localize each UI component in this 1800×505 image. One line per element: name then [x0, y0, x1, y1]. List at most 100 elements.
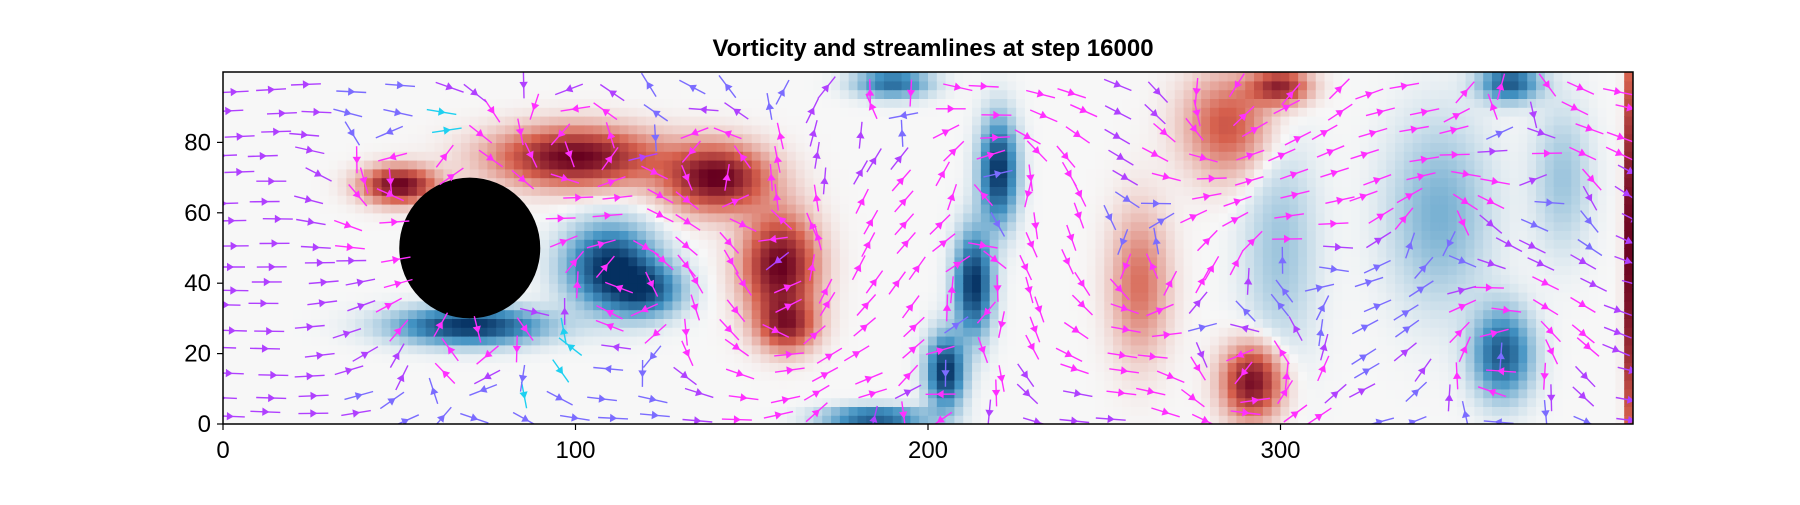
- heatmap-cell: [892, 353, 903, 363]
- heatmap-cell: [469, 168, 480, 179]
- heatmap-cell: [434, 380, 444, 390]
- heatmap-cell: [1095, 318, 1105, 328]
- heatmap-cell: [328, 168, 339, 179]
- heatmap-cell: [760, 80, 770, 91]
- heatmap-cell: [690, 168, 700, 179]
- heatmap-cell: [513, 415, 524, 424]
- heatmap-cell: [540, 168, 550, 179]
- heatmap-cell: [989, 371, 1000, 381]
- heatmap-cell: [769, 388, 779, 399]
- heatmap-cell: [646, 98, 656, 108]
- heatmap-cell: [646, 362, 656, 372]
- heatmap-cell: [267, 309, 277, 319]
- heatmap-cell: [1245, 388, 1255, 399]
- heatmap-cell: [1060, 116, 1070, 126]
- heatmap-cell: [848, 239, 859, 249]
- heatmap-cell: [1007, 248, 1017, 258]
- heatmap-cell: [813, 344, 823, 355]
- heatmap-cell: [1086, 107, 1097, 117]
- heatmap-cell: [875, 415, 885, 424]
- heatmap-cell: [945, 362, 956, 372]
- heatmap-cell: [390, 221, 400, 231]
- heatmap-cell: [293, 318, 303, 328]
- heatmap-cell: [972, 142, 982, 152]
- heatmap-cell: [319, 283, 330, 293]
- heatmap-cell: [734, 72, 744, 82]
- heatmap-cell: [972, 248, 982, 258]
- heatmap-cell: [875, 265, 885, 275]
- heatmap-cell: [734, 327, 744, 337]
- heatmap-cell: [778, 221, 788, 231]
- heatmap-cell: [469, 160, 480, 170]
- heatmap-cell: [1139, 353, 1149, 363]
- heatmap-cell: [875, 107, 885, 117]
- heatmap-cell: [557, 151, 568, 161]
- heatmap-cell: [1060, 160, 1070, 170]
- heatmap-cell: [892, 168, 903, 179]
- heatmap-cell: [469, 107, 480, 117]
- heatmap-cell: [848, 221, 859, 231]
- heatmap-cell: [954, 107, 964, 117]
- heatmap-cell: [231, 362, 242, 372]
- heatmap-cell: [778, 371, 788, 381]
- heatmap-cell: [839, 344, 850, 355]
- heatmap-cell: [1210, 388, 1220, 399]
- heatmap-cell: [1245, 274, 1255, 284]
- heatmap-cell: [231, 160, 242, 170]
- heatmap-cell: [249, 397, 259, 407]
- heatmap-cell: [883, 107, 894, 117]
- heatmap-cell: [416, 397, 427, 407]
- heatmap-cell: [972, 72, 982, 82]
- heatmap-cell: [681, 186, 691, 196]
- heatmap-cell: [1227, 309, 1238, 319]
- heatmap-cell: [945, 380, 956, 390]
- heatmap-cell: [1157, 327, 1167, 337]
- heatmap-cell: [540, 397, 550, 407]
- heatmap-cell: [928, 151, 938, 161]
- heatmap-cell: [637, 221, 647, 231]
- heatmap-cell: [839, 415, 850, 424]
- heatmap-cell: [372, 380, 383, 390]
- heatmap-cell: [787, 160, 797, 170]
- heatmap-cell: [601, 160, 612, 170]
- heatmap-cell: [734, 406, 744, 416]
- heatmap-cell: [928, 362, 938, 372]
- heatmap-cell: [566, 80, 577, 91]
- heatmap-cell: [707, 124, 718, 135]
- heatmap-cell: [355, 212, 365, 223]
- heatmap-cell: [346, 107, 356, 117]
- heatmap-cell: [302, 98, 312, 108]
- heatmap-cell: [346, 274, 356, 284]
- heatmap-cell: [1227, 397, 1238, 407]
- heatmap-cell: [663, 388, 674, 399]
- heatmap-cell: [1271, 204, 1282, 214]
- heatmap-cell: [637, 256, 647, 267]
- heatmap-cell: [875, 230, 885, 240]
- heatmap-cell: [690, 230, 700, 240]
- heatmap-cell: [328, 415, 339, 424]
- heatmap-cell: [954, 283, 964, 293]
- heatmap-cell: [989, 195, 1000, 205]
- heatmap-cell: [901, 151, 911, 161]
- heatmap-cell: [1095, 72, 1105, 82]
- heatmap-cell: [311, 133, 321, 143]
- heatmap-cell: [619, 239, 629, 249]
- heatmap-cell: [1148, 318, 1158, 328]
- heatmap-cell: [1016, 327, 1026, 337]
- heatmap-cell: [795, 309, 806, 319]
- heatmap-cell: [1024, 336, 1035, 346]
- heatmap-cell: [575, 265, 585, 275]
- heatmap-cell: [540, 415, 550, 424]
- heatmap-cell: [1051, 98, 1061, 108]
- heatmap-cell: [1042, 406, 1052, 416]
- heatmap-cell: [910, 283, 920, 293]
- heatmap-cell: [769, 204, 779, 214]
- heatmap-cell: [1139, 177, 1149, 187]
- heatmap-cell: [381, 204, 392, 214]
- heatmap-cell: [734, 212, 744, 223]
- heatmap-cell: [1033, 283, 1044, 293]
- heatmap-cell: [998, 406, 1008, 416]
- heatmap-cell: [1104, 133, 1114, 143]
- heatmap-cell: [267, 380, 277, 390]
- heatmap-cell: [910, 133, 920, 143]
